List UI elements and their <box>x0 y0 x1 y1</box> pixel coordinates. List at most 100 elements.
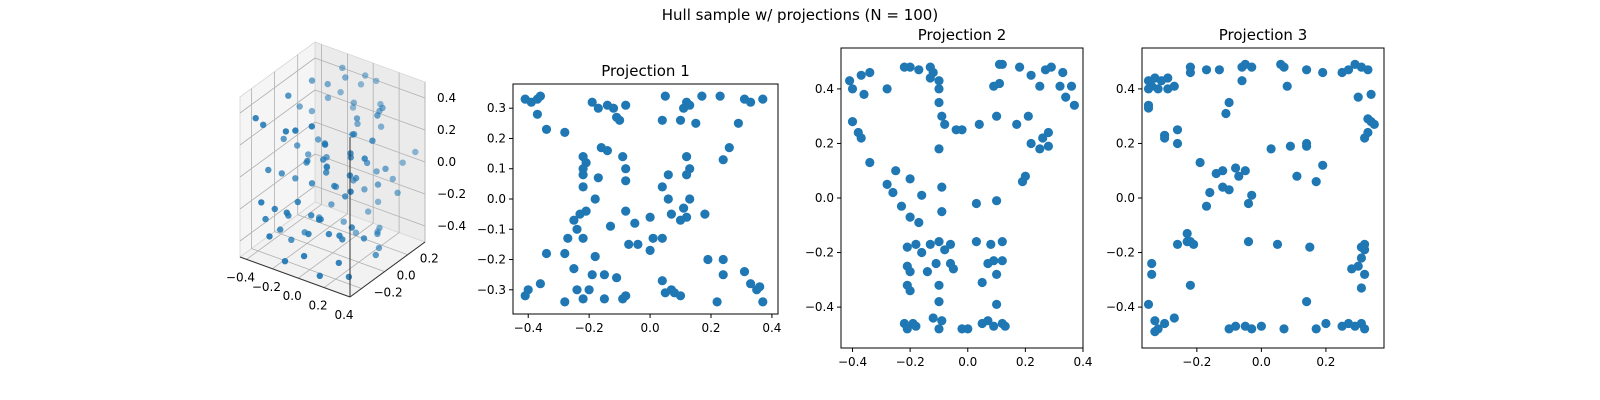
data-point <box>931 258 941 269</box>
y-axis-line <box>349 241 426 298</box>
data-point <box>1266 144 1276 154</box>
data-point <box>685 194 695 204</box>
data-point <box>1292 171 1302 181</box>
x-tick-label: 0.0 <box>283 289 302 303</box>
data-point <box>1305 242 1315 252</box>
data-point <box>934 76 944 86</box>
data-point <box>758 94 768 104</box>
data-point <box>712 297 722 307</box>
data-point <box>1035 81 1045 91</box>
data-point <box>666 209 677 219</box>
data-point <box>992 269 1002 279</box>
data-point <box>1302 297 1312 307</box>
data-point <box>572 285 582 295</box>
data-point <box>940 245 950 255</box>
data-point <box>847 117 858 127</box>
data-point <box>630 218 640 228</box>
data-point <box>1147 258 1157 269</box>
data-point <box>331 182 338 190</box>
data-point <box>758 297 768 307</box>
data-point <box>1185 280 1195 290</box>
data-point <box>1272 239 1283 249</box>
plot-frame <box>1141 47 1385 349</box>
data-point <box>1302 138 1312 149</box>
data-point <box>902 242 912 252</box>
data-point <box>602 146 613 156</box>
data-point <box>1163 73 1173 83</box>
data-point <box>347 188 354 195</box>
data-point <box>323 163 330 170</box>
data-point <box>934 237 944 247</box>
x-tick-label: −0.4 <box>838 355 867 369</box>
data-point <box>1061 92 1071 102</box>
data-point <box>1360 133 1370 143</box>
data-point <box>1143 84 1154 94</box>
data-point <box>1343 65 1354 75</box>
data-point <box>294 142 301 149</box>
data-point <box>535 91 546 101</box>
data-point <box>354 120 361 128</box>
data-point <box>657 182 667 192</box>
data-point <box>1279 62 1289 72</box>
plot-title: Projection 1 <box>601 62 689 80</box>
plot-frame <box>512 83 779 315</box>
data-point <box>352 174 360 182</box>
data-point <box>657 115 667 125</box>
data-point <box>971 198 982 209</box>
data-point <box>1055 81 1065 91</box>
data-point <box>845 76 855 86</box>
data-point <box>896 201 907 211</box>
data-point <box>1318 160 1328 170</box>
data-point <box>937 207 947 217</box>
data-point <box>593 173 603 183</box>
data-point <box>1026 138 1036 149</box>
data-point <box>1038 133 1048 143</box>
data-point <box>321 141 329 148</box>
data-point <box>624 239 634 249</box>
data-point <box>675 115 686 125</box>
data-point <box>1256 321 1266 331</box>
data-point <box>324 80 331 88</box>
data-point <box>308 180 316 187</box>
x-tick-label: −0.2 <box>575 321 604 335</box>
data-point <box>605 221 616 231</box>
data-point <box>934 324 944 334</box>
data-point <box>336 232 343 239</box>
data-point <box>578 233 588 243</box>
data-point <box>986 239 996 249</box>
data-point <box>718 155 728 165</box>
data-point <box>948 264 959 274</box>
data-point <box>1058 67 1068 78</box>
data-point <box>575 209 585 219</box>
data-point <box>345 273 353 281</box>
y-tick-label: 0.0 <box>1116 191 1135 205</box>
data-point <box>937 111 947 121</box>
data-point <box>856 133 866 143</box>
data-point <box>260 121 267 128</box>
data-point <box>1279 324 1289 334</box>
z-tick-label: 0.0 <box>437 155 456 169</box>
data-point <box>590 251 600 262</box>
data-point <box>535 279 546 289</box>
data-point <box>856 70 866 80</box>
data-point <box>1172 125 1183 135</box>
x-tick-label: 0.4 <box>334 308 353 322</box>
data-point <box>372 251 379 259</box>
data-point <box>724 143 734 153</box>
data-point <box>865 67 875 78</box>
y-tick-label: 0.2 <box>420 252 439 266</box>
data-point <box>323 169 330 176</box>
data-point <box>271 205 278 213</box>
data-point <box>374 230 381 238</box>
data-point <box>283 209 290 216</box>
figure-suptitle: Hull sample w/ projections (N = 100) <box>662 6 938 24</box>
data-point <box>357 81 365 88</box>
data-point <box>1231 163 1241 173</box>
data-point <box>1182 228 1192 239</box>
data-point <box>663 170 673 180</box>
data-point <box>1169 81 1179 91</box>
data-point <box>675 215 686 225</box>
data-point <box>1224 185 1234 195</box>
data-point <box>1153 84 1163 94</box>
